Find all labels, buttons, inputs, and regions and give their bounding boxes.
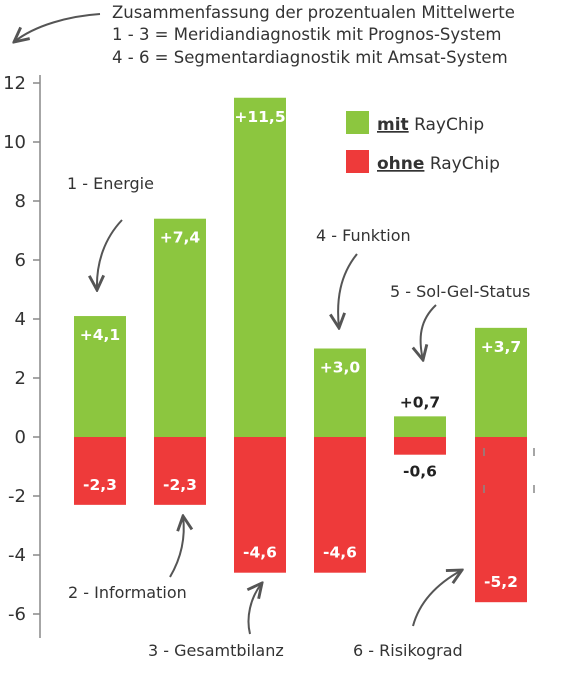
value-label-mit-3: +11,5 <box>234 108 285 126</box>
y-tick-label: 10 <box>3 132 26 153</box>
y-tick-label: 0 <box>15 427 26 448</box>
bar-mit-3 <box>234 97 286 437</box>
value-label-ohne-5: -0,6 <box>403 463 437 481</box>
category-label-5: 5 - Sol-Gel-Status <box>390 282 530 301</box>
bar-ohne-6 <box>475 437 527 603</box>
category-label-4: 4 - Funktion <box>316 226 411 245</box>
bar-ohne-3 <box>234 437 286 573</box>
category-label-6: 6 - Risikograd <box>353 641 463 660</box>
y-tick-label: -4 <box>8 545 26 566</box>
title-arrow <box>14 13 101 42</box>
value-labels: +4,1 +7,4 +11,5 +3,0 +0,7 +3,7 -2,3 -2,3 -4,6 -4,… <box>80 108 521 591</box>
chart-title-line-3: 4 - 6 = Segmentardiagnostik mit Amsat-Sy… <box>112 48 508 67</box>
bar-mit-1 <box>74 316 126 437</box>
legend-swatch-mit <box>346 111 369 134</box>
y-tick-label: 2 <box>15 368 26 389</box>
arrow-funktion <box>338 253 358 328</box>
chart-title-line-2: 1 - 3 = Meridiandiagnostik mit Prognos-S… <box>112 25 501 44</box>
value-label-ohne-2: -2,3 <box>163 476 197 494</box>
y-tick-label: -6 <box>8 604 26 625</box>
value-label-ohne-1: -2,3 <box>83 476 117 494</box>
arrow-risikograd <box>412 570 462 627</box>
value-label-mit-4: +3,0 <box>320 359 361 377</box>
value-label-mit-5: +0,7 <box>400 393 440 411</box>
dash-marks <box>483 448 535 493</box>
value-label-ohne-3: -4,6 <box>243 544 277 562</box>
y-tick-label: 12 <box>3 73 26 94</box>
arrow-information <box>169 516 184 578</box>
arrow-sol-gel <box>421 304 437 360</box>
bar-ohne-2 <box>154 437 206 505</box>
bar-ohne-4 <box>314 437 366 573</box>
legend-label-ohne: ohne RayChip <box>377 154 500 174</box>
category-label-1: 1 - Energie <box>67 174 154 193</box>
arrow-energie <box>97 219 123 290</box>
value-label-ohne-4: -4,6 <box>323 544 357 562</box>
arrow-gesamtbilanz <box>249 583 263 635</box>
y-tick-label: -2 <box>8 486 26 507</box>
bar-ohne-1 <box>74 437 126 505</box>
value-label-mit-6: +3,7 <box>481 338 521 356</box>
legend: mit RayChip ohne RayChip <box>346 111 500 174</box>
y-tick-label: 4 <box>15 309 26 330</box>
legend-label-mit: mit RayChip <box>377 115 484 135</box>
bar-mit-4 <box>314 348 366 437</box>
value-label-mit-2: +7,4 <box>160 229 201 247</box>
bars <box>74 97 527 603</box>
bar-mit-6 <box>475 327 527 437</box>
value-label-mit-1: +4,1 <box>80 326 120 344</box>
y-axis-ticks: 12 10 8 6 4 2 0 -2 -4 -6 <box>3 73 40 625</box>
chart-title-line-1: Zusammenfassung der prozentualen Mittelw… <box>112 3 515 22</box>
category-label-3: 3 - Gesamtbilanz <box>148 641 284 660</box>
bar-mit-2 <box>154 218 206 437</box>
value-label-ohne-6: -5,2 <box>484 573 518 591</box>
legend-swatch-ohne <box>346 150 369 173</box>
bar-ohne-5 <box>394 437 446 455</box>
y-tick-label: 6 <box>15 250 26 271</box>
category-label-2: 2 - Information <box>68 583 187 602</box>
y-tick-label: 8 <box>15 191 26 212</box>
bar-mit-5 <box>394 416 446 437</box>
